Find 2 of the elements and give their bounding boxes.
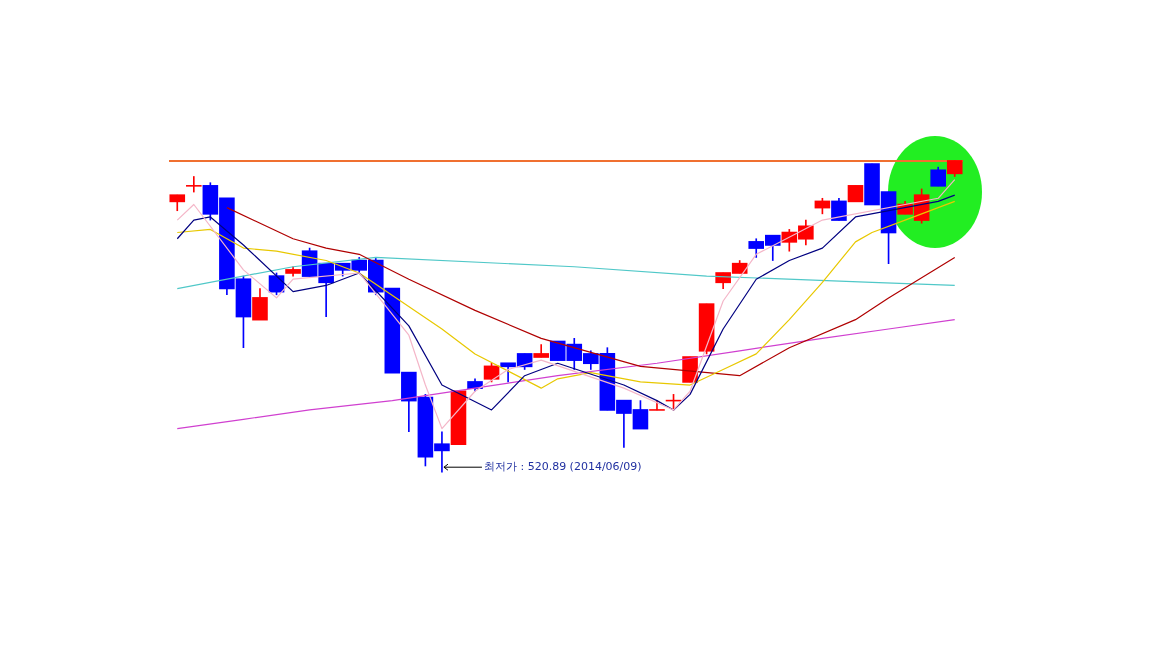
candlestick bbox=[186, 176, 202, 193]
annotation: 최저가 : 520.89 (2014/06/09) bbox=[483, 460, 642, 474]
